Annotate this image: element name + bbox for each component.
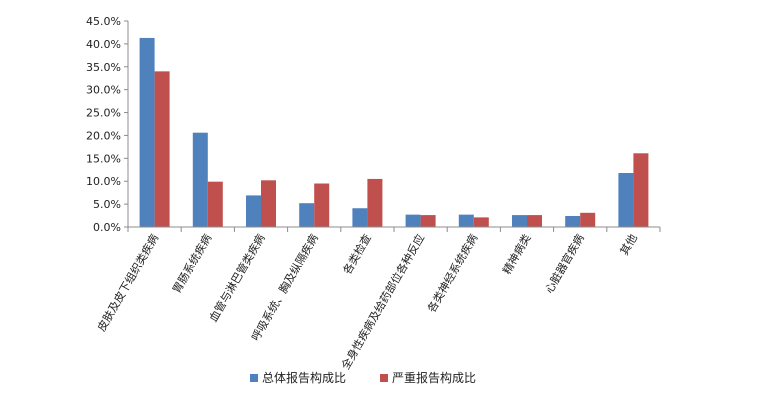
bars: [139, 37, 649, 228]
bar-overall-2: [246, 195, 261, 227]
y-tick-label: 5.0%: [93, 198, 121, 211]
x-tick-label: 精神病类: [499, 232, 533, 277]
bar-serious-1: [207, 181, 223, 227]
bar-serious-9: [633, 153, 649, 227]
bar-serious-4: [367, 178, 383, 227]
bar-overall-5: [405, 214, 421, 227]
bar-overall-9: [618, 172, 634, 227]
bar-overall-8: [565, 216, 581, 227]
x-tick-label: 血管与淋巴管类疾病: [206, 232, 268, 325]
y-tick-label: 20.0%: [86, 129, 121, 142]
y-tick-label: 25.0%: [86, 107, 121, 120]
x-tick-label: 各类检查: [340, 232, 374, 277]
bar-overall-7: [512, 215, 527, 227]
x-tick-label: 心脏器官疾病: [542, 232, 587, 296]
legend-swatch-overall: [250, 374, 258, 382]
y-tick-label: 40.0%: [86, 38, 121, 51]
legend-swatch-serious: [380, 374, 388, 382]
x-tick-label: 胃肠系统疾病: [169, 231, 214, 295]
bar-serious-0: [154, 71, 170, 227]
y-tick-label: 45.0%: [86, 15, 121, 28]
y-tick-label: 0.0%: [93, 221, 121, 234]
bar-serious-5: [420, 215, 436, 227]
bar-overall-1: [192, 132, 208, 227]
bar-serious-7: [527, 215, 542, 227]
x-tick-label: 皮肤及皮下组织类疾病: [94, 232, 161, 334]
bar-serious-8: [580, 212, 596, 227]
bar-serious-2: [261, 180, 276, 227]
bar-overall-6: [458, 214, 474, 227]
bar-overall-0: [139, 37, 155, 228]
legend-label-overall: 总体报告构成比: [262, 370, 346, 385]
bar-overall-3: [299, 203, 315, 227]
y-axis: 0.0% 5.0% 10.0% 15.0% 20.0% 25.0% 30.0% 35.0% 40…: [86, 15, 129, 234]
x-tick-label: 其他: [618, 232, 640, 258]
legend-label-serious: 严重报告构成比: [392, 370, 476, 385]
bar-serious-6: [473, 217, 489, 227]
y-tick-label: 30.0%: [86, 84, 121, 97]
y-tick-label: 10.0%: [86, 175, 121, 188]
x-tick-label: 各类神经系统疾病: [424, 232, 480, 315]
bar-overall-4: [352, 208, 368, 227]
y-tick-label: 35.0%: [86, 61, 121, 74]
y-tick-label: 15.0%: [86, 152, 121, 165]
legend: 总体报告构成比 严重报告构成比: [250, 370, 476, 385]
bar-serious-3: [314, 183, 330, 227]
